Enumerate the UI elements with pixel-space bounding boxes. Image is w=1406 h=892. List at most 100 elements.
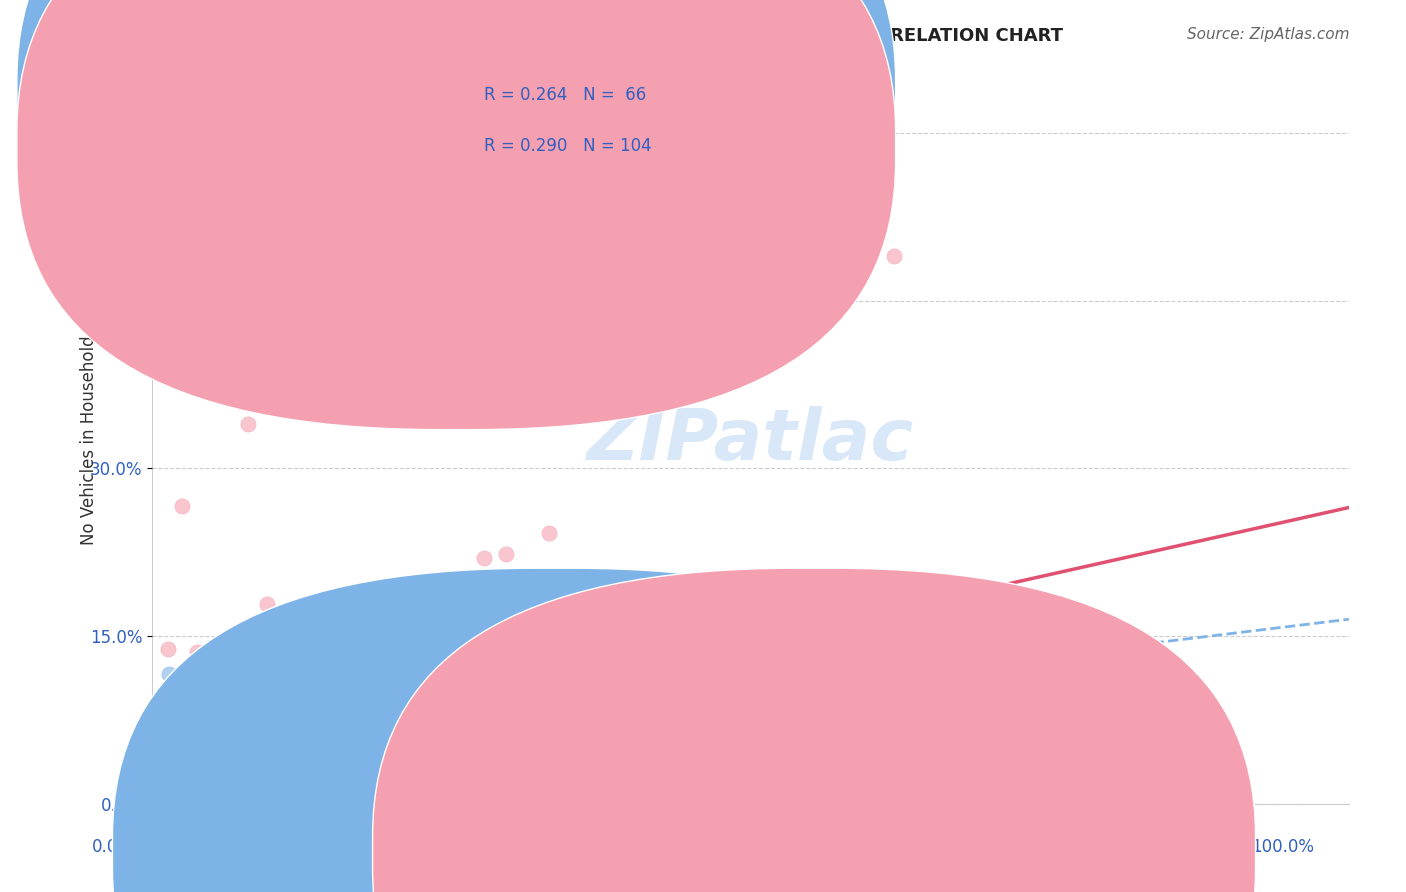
Point <box>201 797 224 811</box>
Point <box>157 667 180 681</box>
Point <box>273 745 295 759</box>
Point <box>191 792 214 806</box>
Point <box>159 797 181 811</box>
Text: Immigrants from Asia: Immigrants from Asia <box>839 844 1019 862</box>
Point <box>519 646 541 660</box>
Point <box>200 778 222 792</box>
Point <box>659 686 682 700</box>
Point <box>148 797 170 811</box>
Point <box>162 797 184 811</box>
Point <box>224 678 246 692</box>
Point <box>181 764 204 779</box>
Point <box>311 735 333 749</box>
Point <box>770 714 793 728</box>
Point <box>572 744 595 758</box>
Point <box>347 797 370 811</box>
Point <box>181 797 204 811</box>
Point <box>211 743 233 757</box>
Text: French Canadians: French Canadians <box>579 844 727 862</box>
Point <box>198 769 221 783</box>
Point <box>276 767 298 781</box>
Point <box>221 628 243 642</box>
Point <box>221 728 243 742</box>
Text: R = 0.264   N =  66: R = 0.264 N = 66 <box>484 86 645 103</box>
Point <box>274 703 297 717</box>
Point <box>207 797 229 811</box>
Point <box>202 797 225 811</box>
Point <box>257 693 280 707</box>
Point <box>283 758 305 772</box>
Text: 100.0%: 100.0% <box>1251 838 1315 855</box>
Point <box>145 797 167 811</box>
Point <box>239 712 262 726</box>
Point <box>311 659 333 673</box>
Point <box>195 797 218 811</box>
Point <box>304 665 326 680</box>
Point <box>583 756 606 770</box>
Point <box>184 797 207 811</box>
Point <box>212 771 235 785</box>
Point <box>461 600 484 615</box>
Point <box>281 741 304 756</box>
Point <box>143 719 166 733</box>
Point <box>142 797 165 811</box>
Point <box>295 797 318 811</box>
Point <box>291 794 314 808</box>
Point <box>599 700 621 714</box>
Point <box>302 751 325 765</box>
Point <box>142 797 165 811</box>
Point <box>418 698 440 712</box>
Point <box>236 417 259 431</box>
Point <box>292 797 315 811</box>
Point <box>461 797 484 811</box>
Point <box>212 739 235 754</box>
Point <box>208 797 231 811</box>
Point <box>416 739 439 754</box>
Point <box>159 754 181 768</box>
Point <box>443 628 465 642</box>
Point <box>377 786 399 800</box>
Point <box>347 780 370 795</box>
Point <box>290 784 312 798</box>
Point <box>156 641 179 656</box>
Point <box>250 797 273 811</box>
Point <box>368 639 391 653</box>
Point <box>262 797 284 811</box>
Point <box>145 788 167 802</box>
Point <box>682 735 704 749</box>
Point <box>336 797 359 811</box>
Point <box>180 760 202 774</box>
Text: R = 0.290   N = 104: R = 0.290 N = 104 <box>484 137 651 155</box>
Point <box>305 722 328 736</box>
Point <box>245 734 267 748</box>
Point <box>177 788 200 802</box>
Point <box>264 797 287 811</box>
Point <box>256 598 278 612</box>
Point <box>630 705 652 719</box>
Point <box>177 783 200 797</box>
Point <box>495 548 517 562</box>
Point <box>285 690 308 705</box>
Point <box>264 706 287 721</box>
Point <box>252 797 274 811</box>
Point <box>458 735 481 749</box>
Point <box>768 783 790 797</box>
Point <box>328 687 350 701</box>
Point <box>207 677 229 691</box>
Point <box>401 675 423 690</box>
Point <box>321 641 343 656</box>
Point <box>207 715 229 730</box>
Point <box>675 743 697 757</box>
Point <box>208 750 231 764</box>
Point <box>537 526 560 541</box>
Text: ZIPatlас: ZIPatlас <box>586 406 914 475</box>
Point <box>470 718 492 732</box>
Point <box>181 740 204 755</box>
Text: FRENCH CANADIAN VS IMMIGRANTS FROM ASIA NO VEHICLES IN HOUSEHOLD CORRELATION CHA: FRENCH CANADIAN VS IMMIGRANTS FROM ASIA … <box>56 27 1063 45</box>
Point <box>165 766 187 780</box>
Point <box>546 773 568 788</box>
Point <box>271 776 294 790</box>
Point <box>359 726 381 740</box>
Point <box>166 797 188 811</box>
Point <box>197 717 219 731</box>
